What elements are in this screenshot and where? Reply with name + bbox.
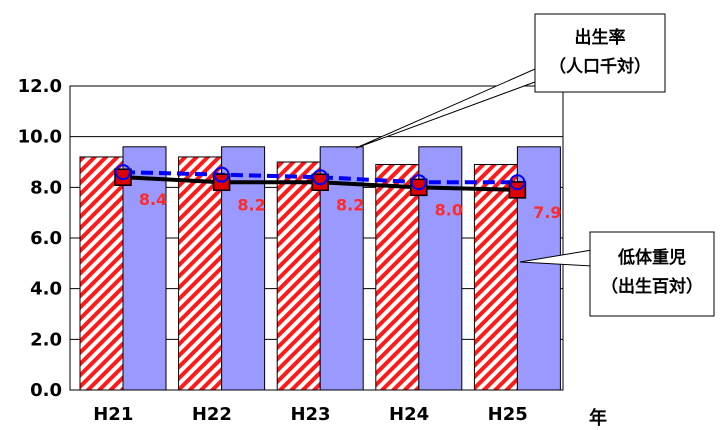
- marker-circle: [312, 169, 329, 186]
- marker-square: [410, 178, 428, 197]
- marker-square: [311, 173, 329, 192]
- marker-circle: [115, 164, 131, 181]
- bar-low-birthweight: [178, 156, 223, 391]
- data-label: 8.2: [336, 195, 364, 214]
- bar-birth-rate: [122, 146, 167, 391]
- marker-square: [114, 168, 132, 186]
- y-tick-label: 6.0: [30, 228, 62, 249]
- bar-low-birthweight: [79, 156, 124, 391]
- x-axis-label: 年: [589, 407, 607, 429]
- callout-low-birthweight-line1: 低体重児: [617, 247, 686, 268]
- data-label: 8.0: [435, 200, 463, 219]
- callout-birth-rate-box: [534, 13, 666, 93]
- callout-low-birthweight: 低体重児 （出生百対）: [519, 231, 715, 317]
- bar-low-birthweight: [375, 164, 420, 391]
- callout-birth-rate-line1: 出生率: [575, 27, 626, 48]
- data-label: 8.2: [237, 195, 265, 214]
- bar-low-birthweight: [276, 161, 321, 391]
- x-tick-label: H22: [192, 404, 232, 425]
- y-tick-label: 12.0: [18, 76, 62, 97]
- x-tick-label: H24: [389, 404, 429, 425]
- y-tick-label: 8.0: [30, 177, 62, 198]
- marker-circle: [410, 174, 427, 191]
- callout-low-birthweight-line2: （出生百対）: [601, 276, 703, 297]
- callout-birth-rate-line2: （人口千対）: [549, 56, 651, 77]
- y-tick-label: 10.0: [18, 127, 62, 148]
- marker-circle: [213, 166, 230, 183]
- line-series-dashed: [122, 170, 518, 185]
- x-tick-label: H23: [290, 404, 330, 425]
- callout-birth-rate: 出生率 （人口千対）: [355, 13, 666, 149]
- y-tick-label: 2.0: [30, 329, 62, 350]
- bar-low-birthweight: [473, 164, 518, 391]
- marker-circle: [509, 174, 526, 191]
- data-label: 7.9: [533, 203, 561, 222]
- data-label: 8.4: [139, 190, 167, 209]
- x-tick-label: H25: [488, 404, 528, 425]
- callout-low-birthweight-box: [589, 231, 715, 317]
- y-tick-label: 4.0: [30, 279, 62, 300]
- y-tick-label: 0.0: [30, 380, 62, 401]
- x-tick-label: H21: [93, 404, 133, 425]
